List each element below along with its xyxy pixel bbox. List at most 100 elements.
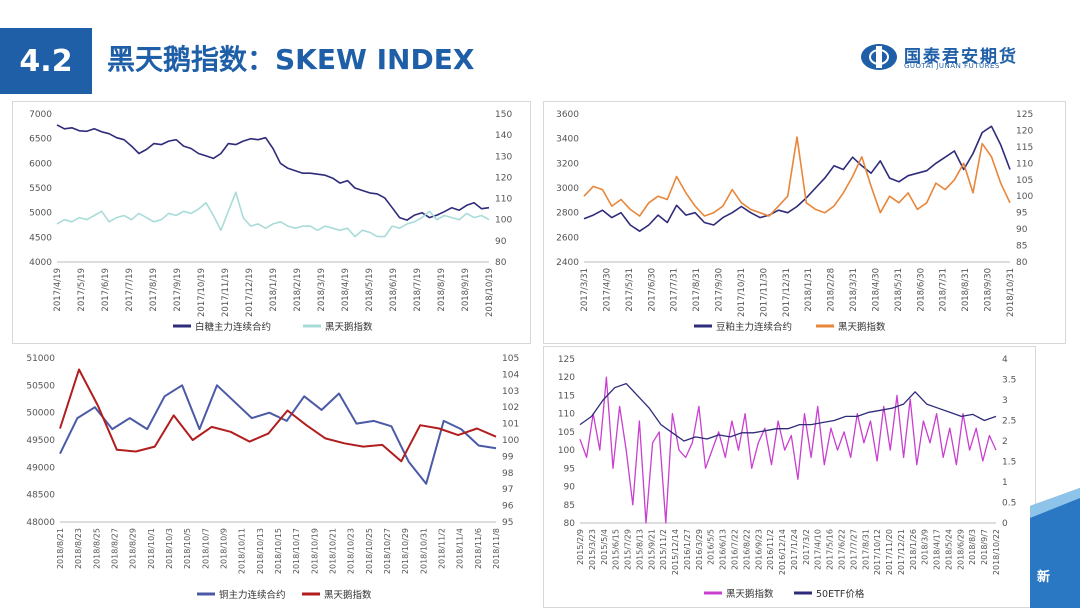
series-line [579, 376, 997, 524]
x-axis-tick-label: 2017/4/10 [814, 529, 823, 570]
left-axis-tick-label: 125 [558, 355, 575, 365]
x-axis-tick-label: 2018/8/23 [74, 528, 83, 569]
x-axis-tick-label: 2017/1/24 [790, 529, 799, 570]
x-axis-tick-label: 2016/1/27 [683, 529, 692, 570]
left-axis-tick-label: 48000 [26, 518, 55, 528]
x-axis-tick-label: 2018/10/29 [401, 528, 410, 574]
chart-panel-soymeal: 2400 2600 2800 3000 3200 3400 3600 80 85 90 95 100 1… [543, 101, 1066, 344]
x-axis-tick-label: 2017/10/12 [873, 529, 882, 575]
left-axis-tick-label: 3000 [556, 184, 579, 194]
right-axis-tick-label: 4 [1002, 355, 1008, 365]
legend-label: 白糖主力连续合约 [195, 321, 271, 333]
x-axis-tick-label: 2018/10/13 [256, 528, 265, 574]
x-axis-tick-label: 2018/1/26 [909, 529, 918, 570]
legend-label: 豆粕主力连续合约 [716, 321, 792, 333]
x-axis-tick-label: 2018/8/29 [129, 528, 138, 569]
left-axis-tick-label: 6500 [29, 135, 52, 145]
x-axis-tick-label: 2017/11/30 [759, 268, 769, 317]
x-axis-tick-label: 2018/10/9 [220, 528, 229, 569]
x-axis-tick-label: 2016/9/23 [754, 529, 763, 570]
right-axis-tick-label: 1 [1002, 478, 1008, 488]
x-axis-tick-label: 2018/10/27 [383, 528, 392, 574]
right-axis-tick-label: 0 [1002, 519, 1008, 529]
x-axis-tick-label: 2015/7/29 [624, 529, 633, 570]
right-axis-tick-label: 0.5 [1002, 499, 1016, 509]
right-axis-tick-label: 105 [502, 354, 519, 364]
left-axis-tick-label: 80 [564, 519, 576, 529]
x-axis-tick-label: 2015/8/13 [635, 529, 644, 570]
x-axis-tick-label: 2018/10/19 [485, 268, 495, 317]
chart-panel-copper: 48000 48500 49000 49500 50000 50500 51000 95 96 9… [12, 346, 531, 608]
right-axis-tick-label: 150 [495, 110, 512, 120]
x-axis-tick-label: 2018/4/30 [871, 268, 881, 312]
x-axis-tick-label: 2017/3/2 [802, 529, 811, 565]
right-axis-tick-label: 125 [1016, 110, 1033, 120]
x-axis-tick-label: 2018/10/22 [992, 529, 1001, 575]
right-axis-tick-label: 90 [495, 237, 507, 247]
x-axis-tick-label: 2018/10/23 [347, 528, 356, 574]
series-line [583, 136, 1011, 217]
left-axis-tick-label: 2800 [556, 209, 579, 219]
x-axis-tick-label: 2018/5/19 [365, 268, 375, 312]
x-axis-tick-label: 2018/10/3 [165, 528, 174, 569]
x-axis-tick-label: 2017/8/31 [692, 268, 702, 312]
left-axis-tick-label: 105 [558, 428, 575, 438]
legend-label: 黑天鹅指数 [325, 321, 373, 333]
left-axis-tick-label: 48500 [26, 491, 55, 501]
left-axis-tick-label: 49000 [26, 463, 55, 473]
x-axis-tick-label: 2018/11/8 [492, 528, 501, 569]
x-axis-tick-label: 2017/6/19 [101, 268, 111, 312]
left-axis-tick-label: 50500 [26, 381, 55, 391]
right-axis-tick-label: 105 [1016, 176, 1033, 186]
logo-mark-icon [861, 44, 897, 70]
logo-en-text: GUOTAI JUNAN FUTURES [904, 62, 1000, 70]
right-axis-tick-label: 95 [1016, 209, 1027, 219]
x-axis-tick-label: 2018/9/19 [461, 268, 471, 312]
x-axis-tick-label: 2017/7/19 [125, 268, 135, 312]
left-axis-tick-label: 2400 [556, 258, 579, 268]
x-axis-tick-label: 2018/7/19 [413, 268, 423, 312]
left-axis-tick-label: 6000 [29, 159, 52, 169]
x-axis-tick-label: 2017/12/19 [245, 268, 255, 317]
legend-label: 黑天鹅指数 [726, 588, 774, 600]
x-axis-tick-label: 2017/9/30 [715, 268, 725, 312]
company-logo: 国泰君安期货 GUOTAI JUNAN FUTURES [860, 40, 1060, 76]
left-axis-tick-label: 4000 [29, 258, 52, 268]
left-axis-tick-label: 4500 [29, 233, 52, 243]
x-axis-tick-label: 2016/5/5 [707, 529, 716, 565]
x-axis-tick-label: 2018/3/9 [921, 529, 930, 565]
x-axis-tick-label: 2018/5/31 [894, 268, 904, 312]
x-axis-tick-label: 2017/8/19 [149, 268, 159, 312]
right-axis-tick-label: 90 [1016, 225, 1028, 235]
left-axis-tick-label: 5000 [29, 209, 52, 219]
corner-decoration [1030, 488, 1080, 608]
x-axis-tick-label: 2016/7/22 [731, 529, 740, 570]
x-axis-tick-label: 2018/11/4 [456, 528, 465, 569]
x-axis-tick-label: 2017/10/19 [197, 268, 207, 317]
x-axis-tick-label: 2017/5/16 [826, 529, 835, 570]
right-axis-tick-label: 103 [502, 387, 519, 397]
right-axis-tick-label: 2.5 [1002, 417, 1016, 427]
x-axis-tick-label: 2017/11/20 [885, 529, 894, 575]
x-axis-tick-label: 2016/12/14 [778, 529, 787, 575]
left-axis-tick-label: 100 [558, 446, 575, 456]
x-axis-tick-label: 2018/10/31 [1006, 268, 1016, 317]
x-axis-tick-label: 2017/5/31 [625, 268, 635, 312]
x-axis-tick-label: 2018/4/17 [933, 529, 942, 570]
x-axis-tick-label: 2017/12/31 [782, 268, 792, 317]
x-axis-tick-label: 2018/10/1 [147, 528, 156, 569]
right-axis-tick-label: 95 [502, 518, 513, 528]
right-axis-tick-label: 115 [1016, 143, 1033, 153]
right-axis-tick-label: 3 [1002, 396, 1008, 406]
chart-sugar: 4000 4500 5000 5500 6000 6500 7000 80 90 100 110 12… [29, 110, 512, 333]
x-axis-tick-label: 2018/10/25 [365, 528, 374, 574]
chart-copper: 48000 48500 49000 49500 50000 50500 51000 95 96 9… [26, 354, 519, 601]
left-axis-tick-label: 7000 [29, 110, 52, 120]
x-axis-tick-label: 2017/10/31 [737, 268, 747, 317]
series-line [56, 191, 490, 238]
left-axis-tick-label: 3600 [556, 110, 579, 120]
left-axis-tick-label: 120 [558, 373, 575, 383]
x-axis-tick-label: 2018/2/19 [293, 268, 303, 312]
x-axis-tick-label: 2018/10/31 [419, 528, 428, 574]
left-axis-tick-label: 51000 [26, 354, 55, 364]
